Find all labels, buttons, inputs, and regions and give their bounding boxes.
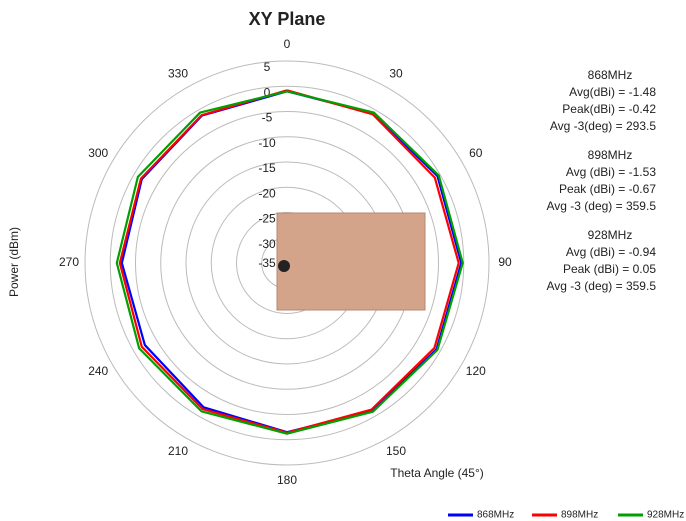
annotation-line: Peak (dBi) = -0.67 — [559, 182, 656, 196]
annotation-line: Avg (dBi) = -0.94 — [566, 245, 656, 259]
legend-label: 928MHz — [647, 510, 684, 521]
legend-label: 898MHz — [561, 510, 598, 521]
annotation-line: Avg(dBi) = -1.48 — [569, 85, 656, 99]
annotation-title: 868MHz — [588, 68, 633, 82]
chart-title: XY Plane — [249, 9, 326, 29]
theta-tick-label: 180 — [277, 473, 297, 487]
x-axis-label: Theta Angle (45°) — [390, 466, 484, 480]
annotation-title: 898MHz — [588, 148, 633, 162]
r-tick-label: 5 — [264, 60, 271, 74]
annotation-line: Avg -3 (deg) = 359.5 — [546, 279, 656, 293]
theta-tick-label: 150 — [386, 444, 406, 458]
theta-tick-label: 30 — [389, 66, 403, 80]
theta-tick-label: 0 — [284, 37, 291, 51]
theta-tick-label: 60 — [469, 146, 483, 160]
theta-tick-label: 300 — [88, 146, 108, 160]
theta-tick-label: 330 — [168, 66, 188, 80]
r-tick-label: -20 — [258, 186, 276, 200]
r-tick-label: -10 — [258, 136, 276, 150]
chart: XY Plane Power (dBm) Theta Angle (45°) 5… — [0, 0, 686, 521]
r-tick-label: -15 — [258, 161, 276, 175]
theta-tick-label: 120 — [466, 364, 486, 378]
theta-tick-label: 90 — [498, 255, 512, 269]
r-tick-label: -30 — [258, 237, 276, 251]
r-tick-label: -25 — [258, 212, 276, 226]
annotation-line: Avg (dBi) = -1.53 — [566, 165, 656, 179]
annotation-line: Avg -3 (deg) = 359.5 — [546, 199, 656, 213]
theta-tick-label: 240 — [88, 364, 108, 378]
connector — [278, 260, 290, 272]
theta-tick-label: 270 — [59, 255, 79, 269]
theta-tick-label: 210 — [168, 444, 188, 458]
annotation-line: Peak (dBi) = 0.05 — [563, 262, 656, 276]
legend-label: 868MHz — [477, 510, 514, 521]
annotation-title: 928MHz — [588, 228, 633, 242]
antenna-photo — [277, 213, 425, 310]
annotation-line: Avg -3(deg) = 293.5 — [550, 119, 657, 133]
r-tick-label: -5 — [262, 111, 273, 125]
y-axis-label: Power (dBm) — [7, 227, 21, 297]
annotation-line: Peak(dBi) = -0.42 — [562, 102, 656, 116]
r-tick-label: -35 — [258, 256, 276, 270]
